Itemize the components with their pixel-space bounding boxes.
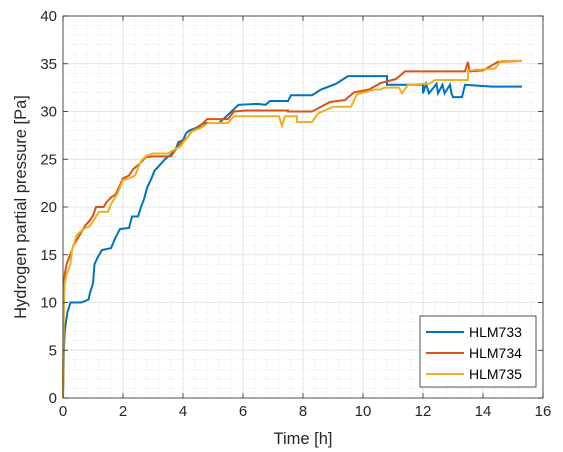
x-tick-label: 10 bbox=[355, 403, 372, 420]
x-tick-label: 0 bbox=[59, 403, 67, 420]
legend-label-hlm734: HLM734 bbox=[469, 345, 522, 361]
y-tick-label: 15 bbox=[40, 247, 57, 264]
legend: HLM733 HLM734 HLM735 bbox=[419, 315, 537, 388]
x-tick-labels: 0 2 4 6 8 10 12 14 16 bbox=[59, 403, 552, 420]
x-tick-label: 14 bbox=[475, 403, 492, 420]
x-tick-label: 16 bbox=[535, 403, 552, 420]
x-tick-label: 8 bbox=[299, 403, 307, 420]
y-tick-label: 10 bbox=[40, 295, 57, 312]
x-tick-label: 12 bbox=[415, 403, 432, 420]
y-tick-label: 30 bbox=[40, 104, 57, 121]
y-tick-label: 0 bbox=[49, 390, 57, 407]
y-tick-label: 25 bbox=[40, 151, 57, 168]
y-tick-label: 40 bbox=[40, 8, 57, 25]
y-tick-labels: 0 5 10 15 20 25 30 35 40 bbox=[40, 8, 57, 407]
series-line-hlm733 bbox=[62, 75, 522, 399]
ticks bbox=[62, 15, 544, 399]
x-tick-label: 4 bbox=[179, 403, 187, 420]
legend-label-hlm735: HLM735 bbox=[469, 366, 522, 382]
legend-label-hlm733: HLM733 bbox=[469, 324, 522, 340]
series-line-hlm735 bbox=[62, 59, 522, 399]
y-tick-label: 35 bbox=[40, 56, 57, 73]
y-tick-label: 5 bbox=[49, 342, 57, 359]
legend-box bbox=[419, 315, 537, 388]
y-tick-label: 20 bbox=[40, 199, 57, 216]
y-axis-label: Hydrogen partial pressure [Pa] bbox=[12, 95, 30, 319]
x-tick-label: 6 bbox=[239, 403, 247, 420]
x-axis-label: Time [h] bbox=[274, 430, 333, 448]
series-layer bbox=[62, 59, 523, 399]
x-tick-label: 2 bbox=[119, 403, 127, 420]
